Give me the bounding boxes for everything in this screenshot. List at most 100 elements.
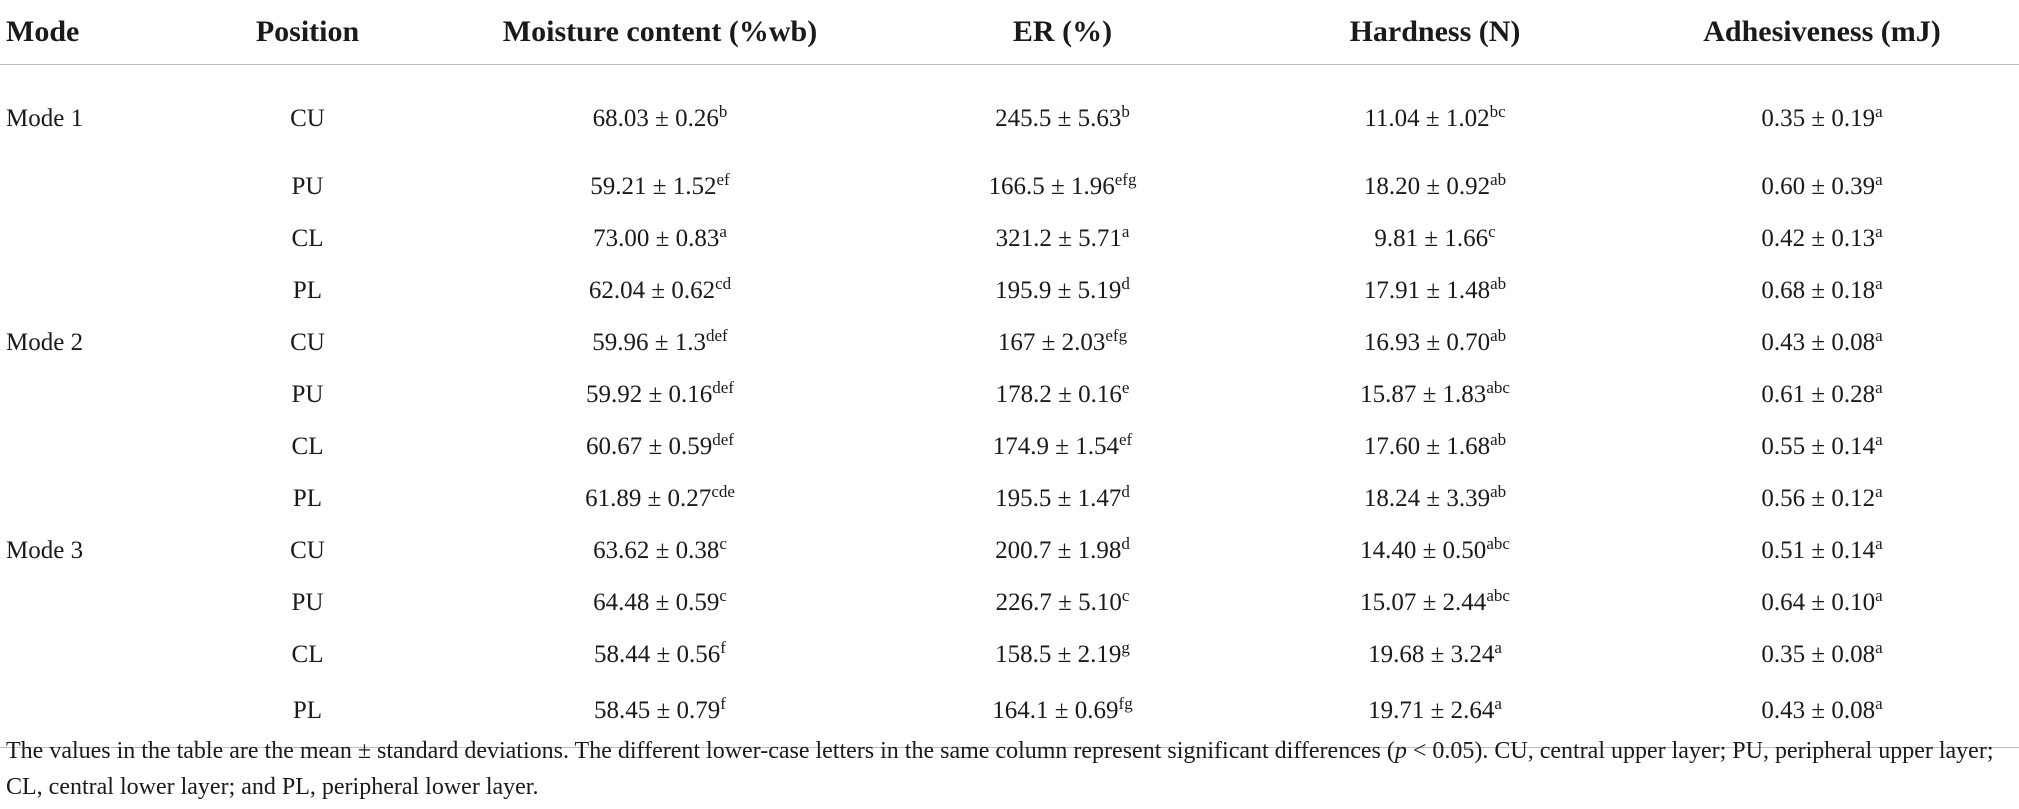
cell-position-value: CL	[291, 433, 324, 460]
cell-adhesiveness: 0.61 ± 0.28a	[1625, 369, 2019, 421]
cell-adhesiveness-significance-letter: a	[1875, 274, 1883, 293]
cell-position-value: PU	[291, 173, 324, 200]
cell-er-significance-letter: a	[1121, 222, 1130, 241]
cell-er: 174.9 ± 1.54ef	[880, 421, 1245, 473]
cell-er: 158.5 ± 2.19g	[880, 629, 1245, 681]
cell-hardness-value: 14.40 ± 0.50	[1360, 537, 1487, 564]
cell-adhesiveness-value: 0.35 ± 0.08	[1761, 641, 1876, 668]
cell-er-significance-letter: efg	[1105, 326, 1128, 345]
cell-moisture-content-significance-letter: cde	[711, 482, 735, 501]
cell-position-value: CL	[291, 225, 324, 252]
cell-adhesiveness-significance-letter: a	[1875, 586, 1883, 605]
table-row: CL 60.67 ± 0.59def 174.9 ± 1.54ef 17.60 ± 1…	[0, 421, 2019, 473]
cell-hardness: 18.20 ± 0.92ab	[1245, 161, 1625, 213]
cell-er-significance-letter: b	[1121, 102, 1130, 121]
cell-er-significance-letter: g	[1121, 638, 1130, 657]
cell-moisture-content: 60.67 ± 0.59def	[440, 421, 880, 473]
cell-mode	[0, 629, 175, 681]
cell-hardness-significance-letter: abc	[1486, 378, 1510, 397]
cell-moisture-content: 59.96 ± 1.3def	[440, 317, 880, 369]
cell-er-significance-letter: e	[1121, 378, 1130, 397]
cell-adhesiveness: 0.43 ± 0.08a	[1625, 317, 2019, 369]
cell-er: 166.5 ± 1.96efg	[880, 161, 1245, 213]
cell-moisture-content-value: 59.96 ± 1.3	[592, 329, 706, 356]
cell-moisture-content-value: 61.89 ± 0.27	[585, 485, 712, 512]
cell-adhesiveness-significance-letter: a	[1875, 482, 1883, 501]
cell-hardness-value: 17.60 ± 1.68	[1363, 433, 1491, 460]
cell-moisture-content-significance-letter: c	[719, 586, 727, 605]
cell-position-value: PL	[292, 485, 323, 512]
cell-er-significance-letter: fg	[1118, 694, 1133, 713]
cell-position: PU	[175, 161, 440, 213]
cell-moisture-content-significance-letter: b	[718, 102, 728, 121]
cell-er-significance-letter: d	[1121, 534, 1130, 553]
cell-position-value: CU	[290, 105, 325, 132]
cell-er: 321.2 ± 5.71a	[880, 213, 1245, 265]
cell-mode	[0, 161, 175, 213]
cell-hardness-value: 15.87 ± 1.83	[1360, 381, 1487, 408]
cell-position: PL	[175, 681, 440, 748]
cell-hardness-value: 19.71 ± 2.64	[1368, 697, 1495, 724]
cell-hardness-value: 11.04 ± 1.02	[1364, 105, 1490, 132]
cell-er: 226.7 ± 5.10c	[880, 577, 1245, 629]
cell-adhesiveness-value: 0.68 ± 0.18	[1761, 277, 1876, 304]
cell-er-value: 195.9 ± 5.19	[995, 277, 1122, 304]
cell-hardness-significance-letter: abc	[1486, 586, 1510, 605]
cell-mode: Mode 3	[0, 525, 175, 577]
cell-hardness-significance-letter: ab	[1490, 170, 1507, 189]
cell-adhesiveness: 0.68 ± 0.18a	[1625, 265, 2019, 317]
cell-moisture-content: 58.44 ± 0.56f	[440, 629, 880, 681]
cell-er: 167 ± 2.03efg	[880, 317, 1245, 369]
table-row: PU 64.48 ± 0.59c 226.7 ± 5.10c 15.07 ± 2.44…	[0, 577, 2019, 629]
cell-adhesiveness-significance-letter: a	[1875, 638, 1883, 657]
cell-er: 178.2 ± 0.16e	[880, 369, 1245, 421]
cell-hardness-value: 18.24 ± 3.39	[1363, 485, 1491, 512]
cell-er-value: 174.9 ± 1.54	[992, 433, 1119, 460]
cell-hardness-significance-letter: ab	[1490, 430, 1507, 449]
cell-adhesiveness-value: 0.56 ± 0.12	[1761, 485, 1876, 512]
cell-hardness: 18.24 ± 3.39ab	[1245, 473, 1625, 525]
cell-moisture-content-significance-letter: def	[712, 430, 734, 449]
cell-hardness-significance-letter: ab	[1490, 326, 1507, 345]
cell-adhesiveness: 0.43 ± 0.08a	[1625, 681, 2019, 748]
cell-er: 200.7 ± 1.98d	[880, 525, 1245, 577]
cell-moisture-content-value: 59.21 ± 1.52	[590, 173, 717, 200]
header-position: Position	[175, 0, 440, 65]
cell-hardness-value: 15.07 ± 2.44	[1360, 589, 1487, 616]
cell-position-value: CU	[290, 329, 325, 356]
cell-adhesiveness-value: 0.42 ± 0.13	[1761, 225, 1876, 252]
cell-moisture-content: 63.62 ± 0.38c	[440, 525, 880, 577]
cell-position: CU	[175, 317, 440, 369]
header-moisture-content: Moisture content (%wb)	[440, 0, 880, 65]
table-footnote: The values in the table are the mean ± s…	[6, 733, 2011, 805]
cell-position: PU	[175, 577, 440, 629]
cell-hardness: 17.91 ± 1.48ab	[1245, 265, 1625, 317]
cell-position: CL	[175, 421, 440, 473]
cell-er-value: 167 ± 2.03	[997, 329, 1106, 356]
cell-moisture-content: 59.92 ± 0.16def	[440, 369, 880, 421]
cell-moisture-content-significance-letter: ef	[716, 170, 730, 189]
cell-position-value: PU	[291, 381, 324, 408]
cell-er-value: 164.1 ± 0.69	[992, 697, 1119, 724]
cell-hardness: 19.71 ± 2.64a	[1245, 681, 1625, 748]
cell-moisture-content-value: 68.03 ± 0.26	[592, 105, 719, 132]
cell-position-value: PL	[292, 697, 323, 724]
cell-moisture-content-value: 73.00 ± 0.83	[593, 225, 720, 252]
cell-hardness-significance-letter: ab	[1490, 482, 1507, 501]
cell-hardness: 19.68 ± 3.24a	[1245, 629, 1625, 681]
cell-position: CU	[175, 65, 440, 162]
cell-adhesiveness-value: 0.60 ± 0.39	[1761, 173, 1876, 200]
cell-er-significance-letter: efg	[1114, 170, 1137, 189]
cell-mode	[0, 369, 175, 421]
cell-er-value: 245.5 ± 5.63	[995, 105, 1122, 132]
cell-er-significance-letter: d	[1121, 274, 1130, 293]
table-row: Mode 3 CU 63.62 ± 0.38c 200.7 ± 1.98d 14.40 …	[0, 525, 2019, 577]
cell-adhesiveness-value: 0.61 ± 0.28	[1761, 381, 1876, 408]
cell-adhesiveness-significance-letter: a	[1875, 430, 1883, 449]
cell-adhesiveness-significance-letter: a	[1875, 694, 1883, 713]
cell-moisture-content-value: 58.44 ± 0.56	[594, 641, 721, 668]
cell-moisture-content: 64.48 ± 0.59c	[440, 577, 880, 629]
cell-mode: Mode 1	[0, 65, 175, 162]
cell-er-significance-letter: c	[1121, 586, 1130, 605]
cell-er-value: 166.5 ± 1.96	[988, 173, 1115, 200]
